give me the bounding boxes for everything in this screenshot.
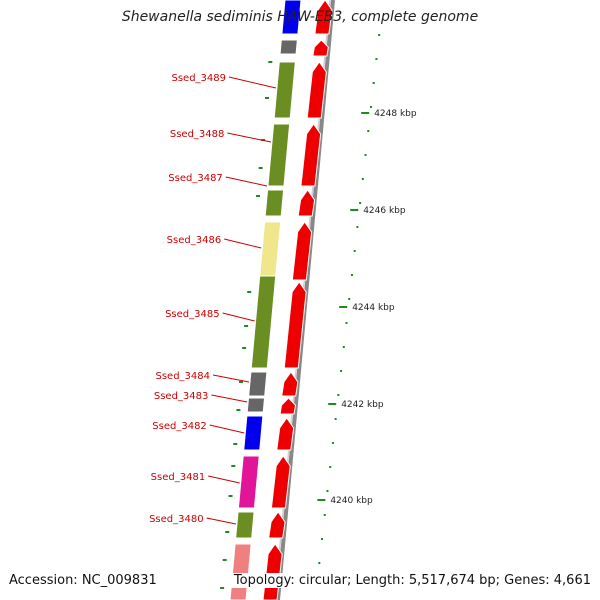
- ruler-dot: [342, 346, 345, 348]
- ruler-dot: [367, 130, 370, 132]
- gene-label-ssed-3483: Ssed_3483: [154, 391, 209, 402]
- gene-connector-2: [225, 176, 268, 187]
- ruler-dot: [348, 298, 351, 300]
- gene-connector-1: [227, 132, 272, 143]
- cog-block-2: [273, 61, 296, 119]
- cds-arrow-2: [306, 61, 327, 119]
- ruler-dot: [378, 34, 381, 36]
- gene-connector-7: [209, 424, 245, 434]
- cog-block-7: [248, 371, 268, 397]
- gene-label-ssed-3486: Ssed_3486: [167, 235, 222, 246]
- ruler-dot: [329, 466, 332, 468]
- gene-connector-5: [212, 374, 250, 383]
- cds-arrow-0: [314, 0, 333, 35]
- gene-label-ssed-3489: Ssed_3489: [171, 73, 226, 84]
- map-title: Shewanella sediminis HAW-EB3, complete g…: [121, 9, 479, 25]
- scale-label-3: 4242 kbp: [341, 400, 384, 410]
- ruler-dot: [372, 82, 375, 84]
- cog-block-1: [279, 39, 298, 55]
- cog-block-11: [235, 511, 255, 539]
- cds-arrow-4: [297, 189, 316, 217]
- scale-label-0: 4248 kbp: [374, 109, 417, 119]
- gene-connector-3: [224, 238, 262, 249]
- ruler-dot: [364, 154, 367, 156]
- cds-arrow-10: [270, 455, 291, 509]
- ruler-dot: [340, 370, 343, 372]
- accession-text: Accession: NC_009831: [9, 573, 157, 588]
- gene-connector-6: [211, 394, 248, 403]
- cds-arrow-8: [279, 397, 297, 415]
- ruler-dot: [356, 226, 359, 228]
- gene-connector-8: [208, 475, 240, 484]
- scale-label-4: 4240 kbp: [330, 496, 373, 506]
- gene-label-ssed-3481: Ssed_3481: [151, 472, 206, 483]
- cog-block-4: [264, 189, 285, 217]
- cog-block-8: [246, 397, 266, 413]
- gene-connector-9: [206, 517, 237, 525]
- gene-label-ssed-3484: Ssed_3484: [155, 371, 210, 382]
- scale-label-1: 4246 kbp: [363, 206, 406, 216]
- cog-block-9: [243, 415, 264, 451]
- ruler-dot: [337, 394, 340, 396]
- cog-block-0: [281, 0, 302, 35]
- gene-label-ssed-3488: Ssed_3488: [170, 129, 225, 140]
- cds-arrow-7: [281, 371, 299, 397]
- cds-arrow-9: [276, 417, 295, 451]
- ruler-dot: [326, 490, 329, 492]
- cds-arrow-11: [268, 511, 286, 539]
- cog-block-10: [237, 455, 260, 509]
- gene-connector-0: [228, 76, 277, 89]
- ruler-dot: [361, 178, 364, 180]
- cog-block-3: [267, 123, 291, 187]
- gene-label-ssed-3480: Ssed_3480: [149, 514, 204, 525]
- cog-block-6: [250, 275, 277, 369]
- cds-arrow-1: [312, 39, 329, 57]
- gene-label-ssed-3485: Ssed_3485: [165, 309, 220, 320]
- ruler-dot: [350, 274, 353, 276]
- gene-label-ssed-3487: Ssed_3487: [168, 173, 223, 184]
- cds-arrow-6: [283, 281, 307, 369]
- genome-summary: Topology: circular; Length: 5,517,674 bp…: [229, 573, 591, 588]
- ruler-dot: [369, 106, 372, 108]
- cds-arrow-5: [291, 221, 313, 281]
- ruler-dot: [353, 250, 356, 252]
- ruler-dot: [334, 418, 337, 420]
- ruler-dot: [318, 562, 321, 564]
- gene-label-ssed-3482: Ssed_3482: [152, 421, 207, 432]
- ruler-dot: [359, 202, 362, 204]
- ruler-dot: [375, 58, 378, 60]
- gene-connector-4: [222, 312, 255, 322]
- ruler-dot: [331, 442, 334, 444]
- cog-block-12: [229, 543, 252, 600]
- ruler-dot: [323, 514, 326, 516]
- cds-arrow-3: [300, 123, 322, 187]
- cog-block-5: [259, 221, 282, 277]
- ruler-dot: [321, 538, 324, 540]
- scale-label-2: 4244 kbp: [352, 303, 395, 313]
- ruler-dot: [345, 322, 348, 324]
